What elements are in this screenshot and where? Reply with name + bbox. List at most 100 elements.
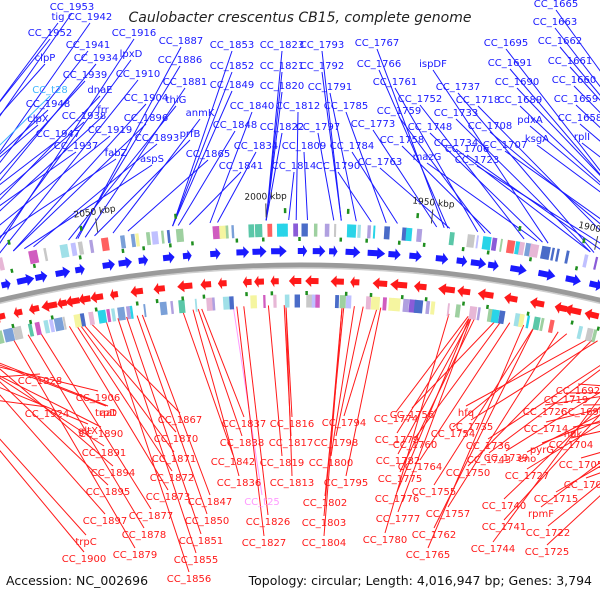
leader-line [39,331,152,510]
cog-block [231,225,235,239]
gene-label: ndk [564,429,583,440]
gene-label: CC_1842 [211,457,255,468]
gene-arrow [350,276,360,289]
cog-block [370,296,381,310]
cog-block [175,228,185,243]
gc-tick [10,268,14,274]
cog-block [499,238,503,252]
gene-label: CC_1881 [163,77,207,88]
cog-block [333,223,337,237]
gene-label: CC_1689 [498,95,542,106]
gene-label: pdxA [517,115,543,126]
gc-tick [7,239,11,245]
leader-line [265,91,283,221]
gene-arrow [41,300,58,312]
gene-arrow [565,274,581,286]
gene-arrow [388,248,401,261]
gene-label: CC_1803 [302,518,346,529]
gene-arrow [305,275,319,287]
cog-block [70,242,78,257]
scale-label: 2000 kbp [244,192,287,203]
leader-line [526,414,600,453]
leader-line [0,400,48,408]
gc-tick [570,320,574,325]
gene-label: anmK [186,108,215,119]
cog-block [284,294,290,308]
cog-block [365,296,372,310]
leader-line [0,59,132,239]
gene-arrow [554,301,568,314]
cog-block [540,245,551,260]
leader-line [68,326,169,491]
gene-arrow [330,275,344,288]
gene-arrow [57,297,68,310]
leader-line [127,159,209,232]
gene-label: CC_1916 [112,28,156,39]
gc-tick [518,225,522,232]
cog-block [425,300,431,315]
gc-tick [28,319,33,325]
leader-line [0,368,114,467]
leader-line [0,63,46,116]
topology-text: Topology: circular; Length: 4,016,947 bp… [248,573,592,588]
gene-label: CC_1765 [406,550,450,561]
cog-block [28,249,40,265]
gene-arrow [390,278,408,291]
cog-block [301,223,308,237]
gene-label: CC_1767 [355,38,399,49]
gene-label: CC_1658 [558,113,600,124]
leader-line [376,48,445,228]
gene-label: CC_1691 [488,58,532,69]
gene-label: ksgA [525,134,549,145]
leader-line [75,324,173,472]
cog-block [125,306,132,320]
cog-block [539,317,545,332]
gene-arrow [74,263,85,276]
leader-line [84,87,186,238]
leader-line [33,143,158,248]
gene-label: CC_1827 [242,538,286,549]
gc-tick [528,257,533,262]
gene-label: CC_1739 [484,453,528,464]
gene-label: CC_1759 [377,106,421,117]
gene-label: CC_1766 [357,59,401,70]
cog-block [313,223,318,237]
cog-block [248,224,255,238]
gene-label: CC_1837 [222,419,266,430]
leader-line [0,63,97,182]
cog-block [159,301,168,316]
cog-block [48,318,56,333]
cog-block [528,243,540,258]
gene-label: CC_1723 [455,155,499,166]
gene-label: CC_1756 [390,410,434,421]
gene-arrow [236,246,250,259]
scale-label: 1950 kbp [412,196,455,210]
gene-label: CC_1814 [272,161,316,172]
cog-block [0,330,5,344]
cog-block [129,305,134,319]
leader-line [323,305,343,537]
leader-line [201,308,245,418]
leader-line [529,125,600,186]
map-title: Caulobacter crescentus CB15, complete ge… [128,10,472,26]
leader-line [467,339,593,467]
cog-block [416,228,423,243]
leader-line [372,129,438,228]
leader-line [177,130,236,226]
gene-label: CC_1794 [322,418,366,429]
leader-line [546,495,600,546]
leader-line [489,131,600,225]
cog-block [263,295,266,308]
gene-arrow [409,250,422,263]
cog-block [576,325,584,340]
cog-block [100,237,110,252]
gene-label: CC_1848 [213,120,257,131]
gene-label: CC_1735 [449,422,493,433]
leader-line [0,50,89,164]
leader-line [395,315,469,413]
gene-label: CC_1733 [434,108,478,119]
gene-arrow [13,306,23,319]
cog-block [97,309,108,324]
gene-arrow [270,275,279,288]
